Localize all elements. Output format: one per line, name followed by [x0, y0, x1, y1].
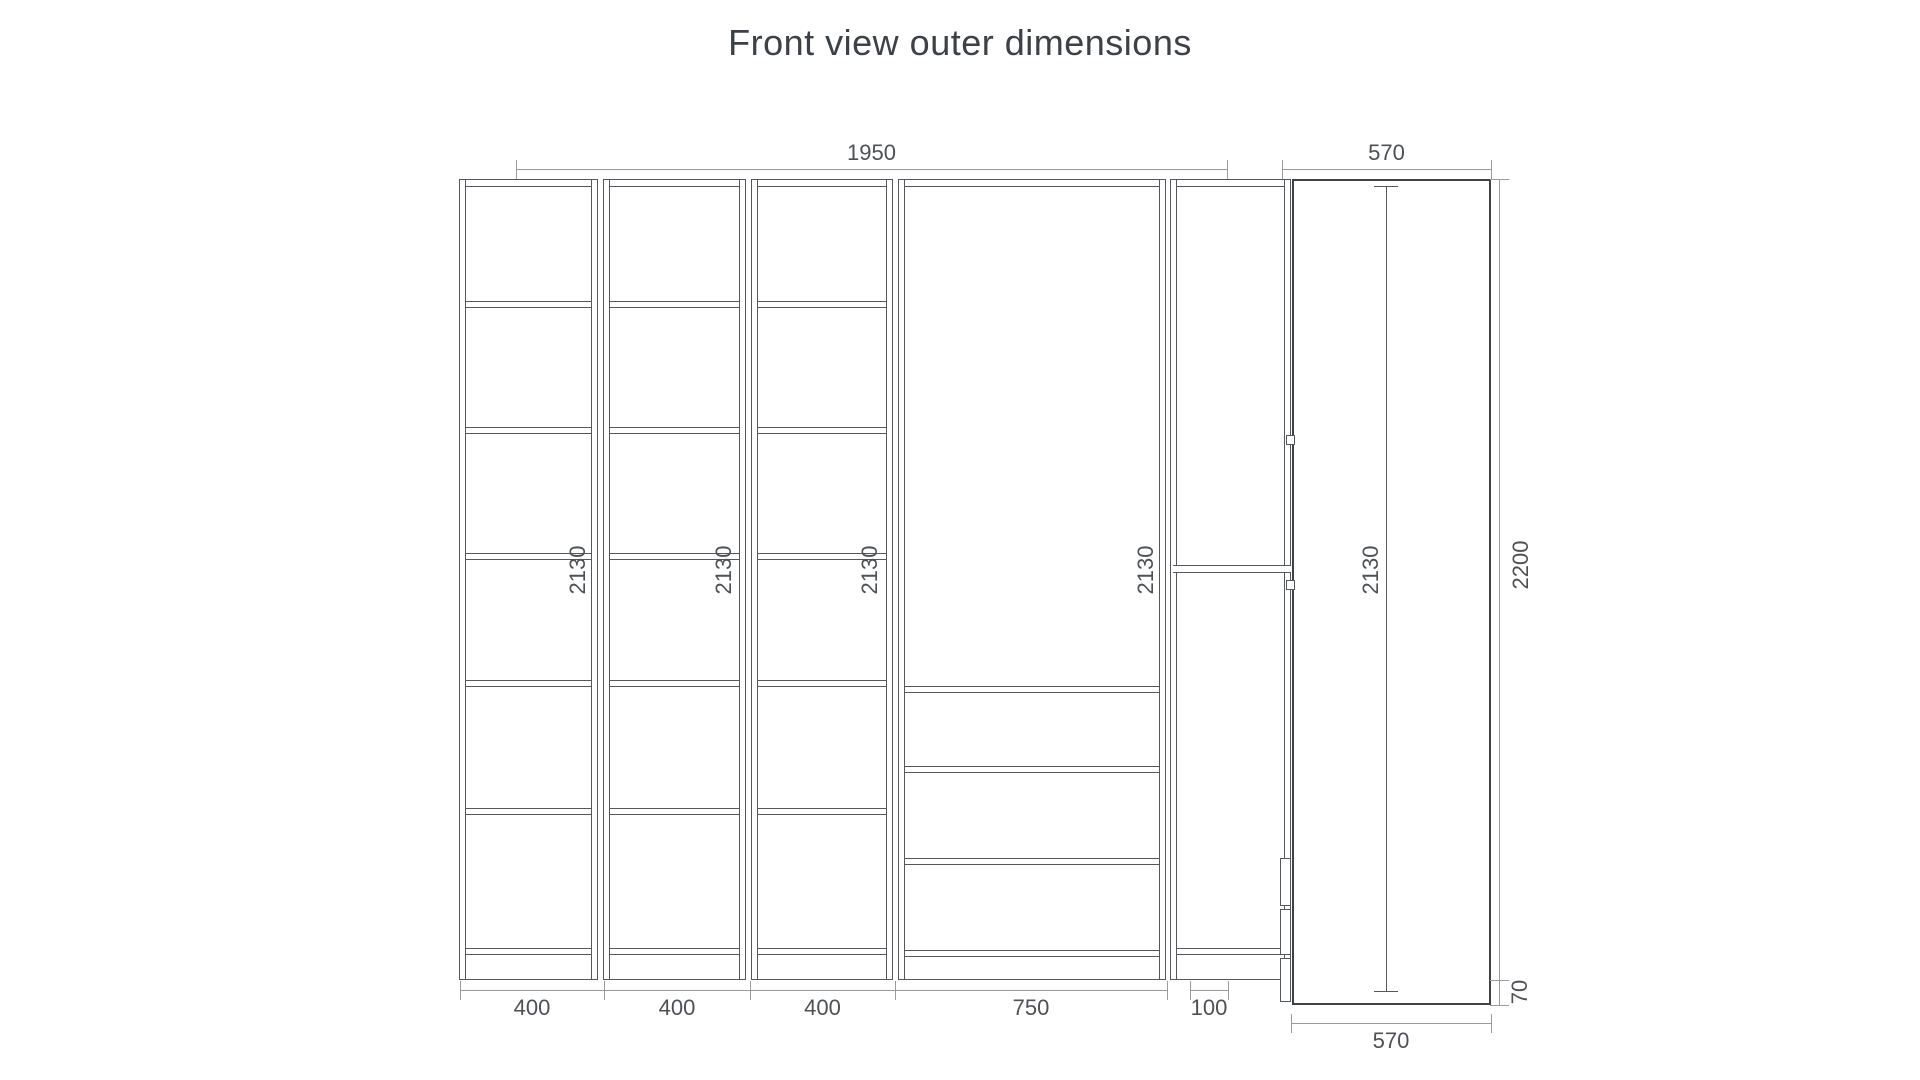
dim-tick	[1491, 1014, 1492, 1033]
shelf-unit-400-2-shelf	[609, 301, 740, 308]
dim-line-400	[750, 990, 895, 991]
door-unit-570-height-dim-tick	[1374, 186, 1398, 187]
dim-tick	[1282, 160, 1283, 179]
shelf-unit-400-3-outline	[751, 179, 893, 980]
dim-tick	[1291, 1014, 1292, 1033]
dim-tick	[1491, 160, 1492, 179]
side-unit-100-drawer-slide	[1280, 958, 1291, 1002]
dim-line-1950	[516, 169, 1227, 170]
dim-tick	[750, 981, 751, 1000]
shelf-unit-400-1-shelf	[465, 553, 592, 560]
dim-tick	[1167, 981, 1168, 1000]
door-unit-570-hinge-mark	[1286, 580, 1295, 590]
shelf-unit-400-1-shelf	[465, 680, 592, 687]
shelf-unit-400-3-shelf	[757, 808, 887, 815]
dim-tick	[1228, 981, 1229, 1000]
shelf-unit-400-3-shelf	[757, 553, 887, 560]
dim-line-400	[604, 990, 750, 991]
shelf-unit-400-2-shelf	[609, 808, 740, 815]
dim-line-570	[1282, 169, 1491, 170]
dim-tick	[1490, 980, 1509, 981]
wardrobe-unit-750-outline	[898, 179, 1166, 980]
dim-label-2130: 2130	[565, 545, 590, 595]
shelf-unit-400-1-top-panel-inner	[465, 186, 592, 187]
dim-label-570: 570	[1372, 1028, 1410, 1053]
dim-line-100	[1190, 990, 1228, 991]
shelf-unit-400-3-inner-wall-right	[886, 180, 887, 979]
door-unit-570-door-front	[1292, 179, 1491, 1005]
dim-label-400: 400	[804, 995, 841, 1020]
dim-label-570: 570	[1368, 140, 1405, 165]
dim-tick	[604, 981, 605, 1000]
wardrobe-unit-750-shelf	[904, 686, 1160, 693]
dim-label-750: 750	[1012, 995, 1050, 1020]
page-title: Front view outer dimensions	[728, 22, 1192, 63]
door-unit-570-height-dim-line	[1386, 186, 1387, 991]
dim-label-2130: 2130	[857, 545, 882, 595]
shelf-unit-400-1-inner-wall-left	[465, 180, 466, 979]
dim-line-400	[460, 990, 604, 991]
dim-label-2130: 2130	[1133, 545, 1158, 595]
dim-label-1950: 1950	[847, 140, 896, 165]
side-unit-100-divider	[1173, 565, 1291, 573]
door-unit-570-hinge-mark	[1286, 435, 1295, 445]
dim-label-70: 70	[1507, 979, 1532, 1005]
shelf-unit-400-2-shelf	[609, 427, 740, 434]
shelf-unit-400-3-top-panel-inner	[757, 186, 887, 187]
wardrobe-unit-750-shelf	[904, 766, 1160, 773]
dim-line-2200	[1499, 179, 1500, 1005]
side-unit-100-top-panel-inner	[1176, 186, 1285, 187]
shelf-unit-400-3-inner-wall-left	[757, 180, 758, 979]
door-unit-570-height-dim-tick	[1374, 991, 1398, 992]
dim-tick	[1490, 1005, 1509, 1006]
dim-label-400: 400	[658, 995, 696, 1020]
shelf-unit-400-1-bottom-panel	[465, 948, 592, 955]
dim-label-2200: 2200	[1508, 540, 1533, 590]
shelf-unit-400-1-inner-wall-right	[591, 180, 592, 979]
shelf-unit-400-3-shelf	[757, 301, 887, 308]
wardrobe-unit-750-bottom-panel	[904, 950, 1160, 957]
shelf-unit-400-3-shelf	[757, 427, 887, 434]
shelf-unit-400-1-outline	[459, 179, 598, 980]
shelf-unit-400-2-inner-wall-right	[739, 180, 740, 979]
shelf-unit-400-1-shelf	[465, 808, 592, 815]
shelf-unit-400-2-top-panel-inner	[609, 186, 740, 187]
shelf-unit-400-1-shelf	[465, 301, 592, 308]
side-unit-100-inner-wall-right	[1284, 180, 1285, 979]
dim-tick	[460, 981, 461, 1000]
dim-line-750	[895, 990, 1167, 991]
shelf-unit-400-3-shelf	[757, 680, 887, 687]
dim-tick	[1227, 160, 1228, 179]
side-unit-100-drawer-slide	[1280, 858, 1291, 906]
shelf-unit-400-3-bottom-panel	[757, 948, 887, 955]
dim-tick	[1490, 179, 1509, 180]
dim-line-570	[1291, 1023, 1491, 1024]
shelf-unit-400-2-inner-wall-left	[609, 180, 610, 979]
side-unit-100-inner-wall-left	[1176, 180, 1177, 979]
side-unit-100-drawer-slide	[1280, 909, 1291, 955]
side-unit-100-outline	[1170, 179, 1291, 980]
shelf-unit-400-2-shelf	[609, 553, 740, 560]
shelf-unit-400-2-outline	[603, 179, 746, 980]
dim-tick	[895, 981, 896, 1000]
side-unit-100-bottom-panel	[1176, 948, 1285, 955]
dim-label-400: 400	[513, 995, 551, 1020]
shelf-unit-400-2-bottom-panel	[609, 948, 740, 955]
shelf-unit-400-2-shelf	[609, 680, 740, 687]
dim-label-2130: 2130	[711, 545, 736, 595]
wardrobe-unit-750-shelf	[904, 858, 1160, 865]
dim-tick	[516, 160, 517, 179]
dim-label-2130: 2130	[1358, 545, 1383, 595]
wardrobe-unit-750-inner-wall-right	[1159, 180, 1160, 979]
wardrobe-unit-750-inner-wall-left	[904, 180, 905, 979]
wardrobe-unit-750-top-panel-inner	[904, 186, 1160, 187]
shelf-unit-400-1-shelf	[465, 427, 592, 434]
dim-tick	[1190, 981, 1191, 1000]
dim-label-100: 100	[1190, 995, 1228, 1020]
